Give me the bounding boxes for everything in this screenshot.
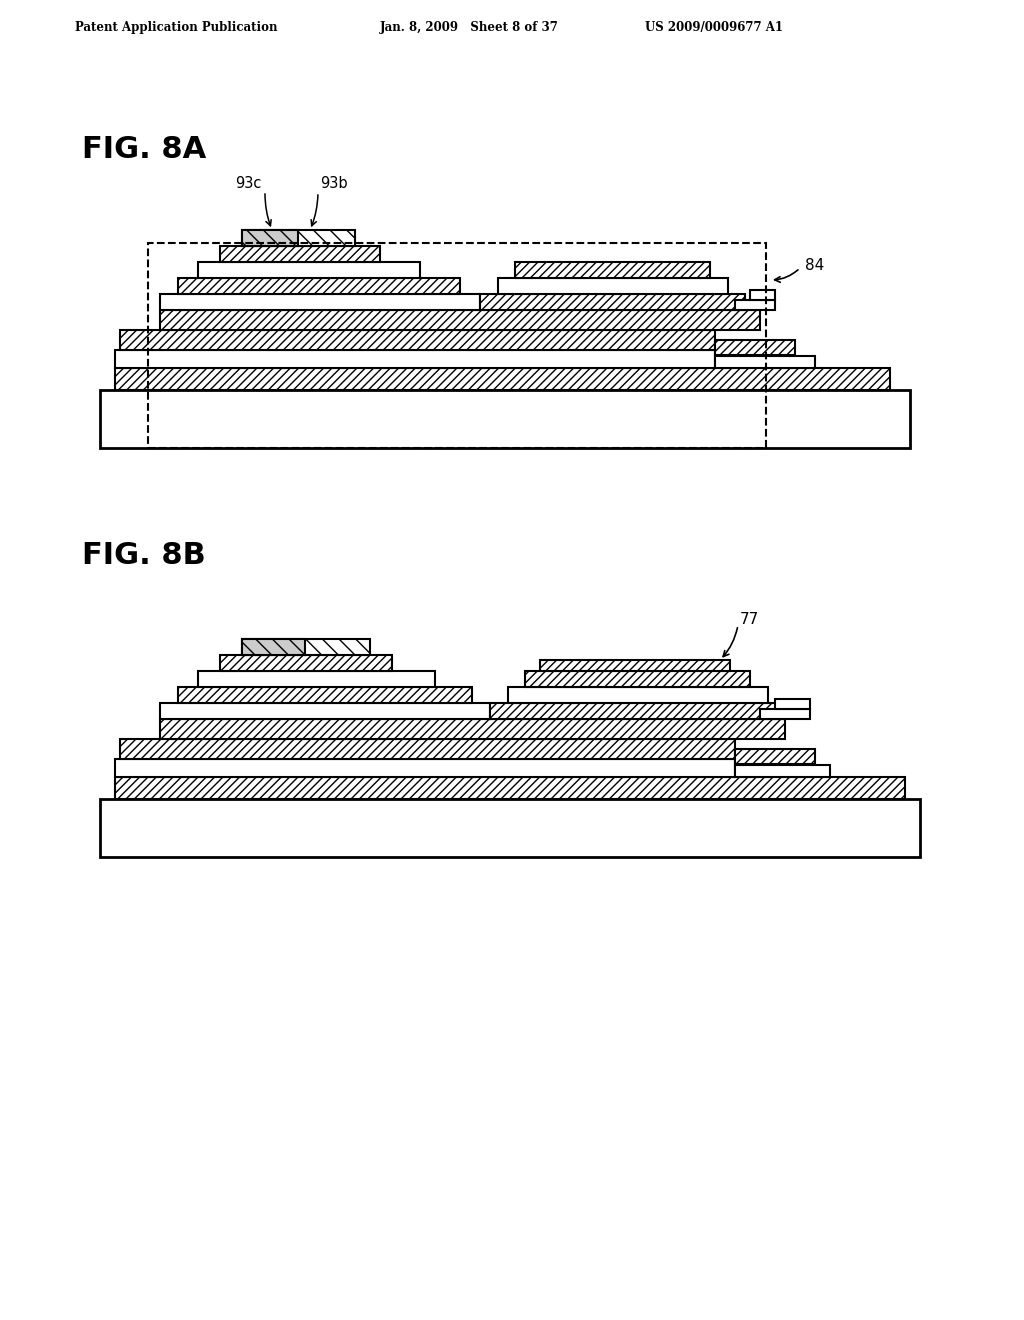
Polygon shape: [160, 310, 760, 330]
Polygon shape: [760, 709, 810, 719]
Polygon shape: [480, 294, 745, 310]
Text: Jan. 8, 2009   Sheet 8 of 37: Jan. 8, 2009 Sheet 8 of 37: [380, 21, 559, 34]
Text: US 2009/0009677 A1: US 2009/0009677 A1: [645, 21, 783, 34]
Polygon shape: [490, 704, 785, 719]
Polygon shape: [525, 671, 750, 686]
Polygon shape: [540, 660, 730, 671]
Bar: [735, 748, 815, 764]
Text: Patent Application Publication: Patent Application Publication: [75, 21, 278, 34]
Polygon shape: [242, 639, 370, 655]
Polygon shape: [178, 279, 460, 294]
Bar: [115, 777, 905, 799]
Polygon shape: [515, 261, 710, 279]
Polygon shape: [160, 719, 785, 739]
Bar: [715, 356, 815, 368]
Text: 77: 77: [740, 612, 759, 627]
Text: 84: 84: [805, 257, 824, 272]
Polygon shape: [735, 300, 775, 310]
Polygon shape: [242, 230, 298, 246]
Text: FIG. 8A: FIG. 8A: [82, 136, 206, 165]
Bar: [120, 330, 715, 350]
Polygon shape: [198, 261, 420, 279]
Text: 93c: 93c: [236, 177, 262, 191]
Bar: [100, 799, 920, 857]
Text: FIG. 8B: FIG. 8B: [82, 540, 206, 569]
Bar: [115, 759, 735, 777]
Text: 93b: 93b: [319, 177, 347, 191]
Polygon shape: [775, 700, 810, 709]
Polygon shape: [508, 686, 768, 704]
Bar: [148, 243, 766, 447]
Polygon shape: [178, 686, 472, 704]
Polygon shape: [220, 246, 380, 261]
Polygon shape: [160, 294, 480, 310]
Polygon shape: [750, 290, 775, 300]
Polygon shape: [242, 230, 355, 246]
Bar: [120, 739, 735, 759]
Polygon shape: [198, 671, 435, 686]
Bar: [115, 350, 715, 368]
Polygon shape: [220, 655, 392, 671]
Bar: [735, 766, 830, 777]
Polygon shape: [498, 279, 728, 294]
Bar: [115, 368, 890, 389]
Bar: [715, 341, 795, 355]
Polygon shape: [242, 639, 305, 655]
Polygon shape: [160, 704, 490, 719]
Bar: [100, 389, 910, 447]
